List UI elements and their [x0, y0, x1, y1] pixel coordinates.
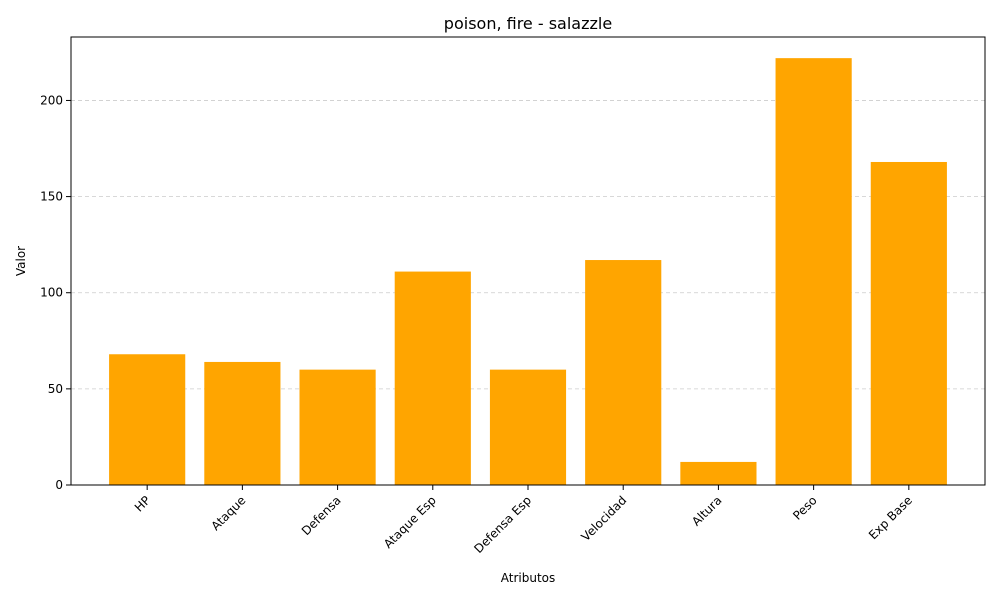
- x-tick-label-1: Ataque: [208, 493, 248, 533]
- bar-exp-base: [870, 161, 947, 485]
- y-tick-label-1: 50: [48, 382, 63, 396]
- y-tick-label-3: 150: [40, 190, 63, 204]
- x-ticks: HP Ataque Defensa Ataque Esp Defensa Esp Velo…: [132, 485, 915, 556]
- x-tick-label-2: Defensa: [299, 493, 344, 538]
- bars: [109, 58, 947, 486]
- x-axis-label: Atributos: [501, 571, 556, 585]
- bar-peso: [775, 58, 852, 486]
- bar-hp: [109, 354, 186, 485]
- x-tick-label-8: Exp Base: [866, 493, 915, 542]
- bar-ataque-esp: [394, 271, 471, 485]
- x-tick-label-6: Altura: [689, 493, 724, 528]
- y-tick-label-0: 0: [55, 478, 63, 492]
- chart-title: poison, fire - salazzle: [444, 14, 612, 33]
- x-tick-label-4: Defensa Esp: [471, 493, 534, 556]
- x-tick-label-7: Peso: [790, 493, 820, 523]
- bar-ataque: [204, 361, 281, 485]
- x-tick-label-0: HP: [132, 493, 153, 514]
- y-tick-label-2: 100: [40, 286, 63, 300]
- bar-altura: [680, 461, 757, 485]
- y-axis-label: Valor: [14, 246, 28, 276]
- x-tick-label-3: Ataque Esp: [381, 493, 439, 551]
- bar-defensa: [299, 369, 376, 485]
- y-ticks: 0 50 100 150 200: [40, 93, 71, 492]
- x-tick-label-5: Velocidad: [579, 493, 630, 544]
- bar-defensa-esp: [489, 369, 567, 485]
- bar-velocidad: [585, 260, 662, 485]
- y-tick-label-4: 200: [40, 93, 63, 107]
